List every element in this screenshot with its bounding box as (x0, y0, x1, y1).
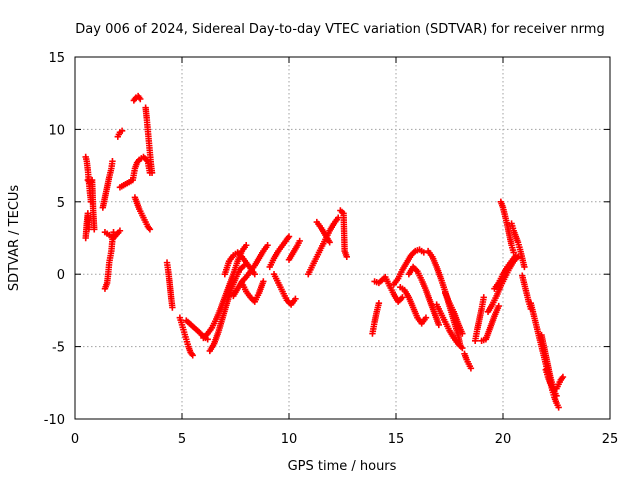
data-point (118, 127, 126, 135)
x-axis-label: GPS time / hours (288, 459, 397, 474)
data-points (82, 92, 567, 411)
x-tick-label: 0 (71, 432, 79, 447)
data-point (91, 226, 98, 233)
data-point (467, 365, 475, 372)
data-point (495, 302, 502, 310)
y-tick-label: 0 (57, 268, 65, 283)
data-point (459, 344, 466, 352)
y-tick-label: 10 (48, 123, 65, 138)
x-tick-label: 25 (602, 432, 619, 447)
data-point (292, 295, 299, 303)
data-point (189, 352, 196, 359)
data-point (420, 249, 428, 256)
data-point (137, 95, 144, 103)
x-tick-label: 20 (495, 432, 512, 447)
data-point (435, 321, 442, 329)
data-point (296, 237, 303, 245)
data-point (109, 158, 116, 165)
y-tick-label: 5 (57, 196, 65, 211)
data-point (422, 314, 430, 321)
x-tick-label: 15 (388, 432, 405, 447)
data-point (335, 214, 342, 221)
data-point (553, 392, 560, 400)
y-tick-label: 15 (48, 51, 65, 66)
data-point (251, 271, 258, 278)
data-point (326, 239, 333, 246)
y-axis-label: SDTVAR / TECUs (7, 185, 22, 292)
data-point (343, 253, 350, 261)
data-point (116, 227, 124, 234)
data-point (148, 169, 156, 177)
plot-frame (74, 56, 611, 420)
data-point (399, 294, 406, 301)
data-point (243, 242, 250, 249)
data-point (559, 373, 567, 381)
data-point (555, 404, 562, 411)
data-point (264, 242, 271, 249)
data-point (285, 233, 293, 240)
data-point (521, 263, 528, 271)
data-point (169, 304, 176, 311)
chart-title: Day 006 of 2024, Sidereal Day-to-day VTE… (75, 22, 604, 37)
data-point (85, 226, 93, 233)
data-point (459, 330, 466, 337)
y-tick-label: -5 (52, 341, 65, 356)
data-point (146, 226, 154, 233)
data-point (510, 249, 517, 256)
axis-ticks: 0 5 10 15 20 25 -10 -5 0 5 10 15 (44, 51, 619, 447)
data-point (260, 278, 267, 285)
data-point (375, 299, 383, 307)
data-point (480, 294, 487, 301)
x-tick-label: 10 (281, 432, 298, 447)
x-tick-label: 5 (178, 432, 186, 447)
y-tick-label: -10 (44, 413, 65, 428)
